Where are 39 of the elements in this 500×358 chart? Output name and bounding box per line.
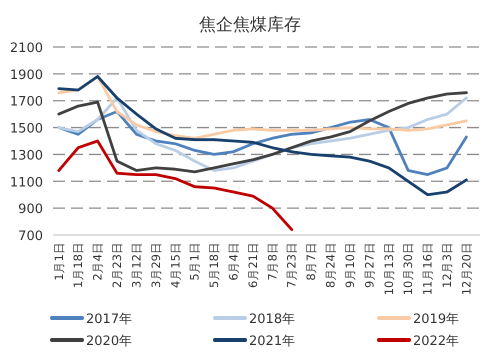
y-tick-label: 900 — [18, 202, 43, 218]
x-tick-label: 4月15日 — [168, 242, 182, 288]
x-tick-label: 2月23日 — [110, 242, 124, 288]
y-tick-label: 1100 — [10, 175, 43, 190]
line-series — [57, 140, 294, 231]
x-tick-label: 5月1日 — [188, 242, 202, 281]
x-tick-label: 3月12日 — [129, 242, 144, 288]
legend-label: 2022年 — [413, 334, 460, 349]
x-tick-label: 9月10日 — [342, 242, 357, 288]
x-tick-label: 1月18日 — [71, 242, 86, 288]
x-tick-label: 9月27日 — [362, 242, 376, 288]
x-tick-label: 8月7日 — [304, 242, 318, 281]
y-tick-label: 1300 — [10, 148, 43, 164]
x-tick-label: 11月16日 — [420, 242, 435, 296]
legend-label: 2020年 — [86, 334, 132, 349]
legend-label: 2018年 — [249, 312, 296, 327]
x-tick-label: 6月21日 — [246, 242, 260, 288]
x-tick-label: 12月20日 — [459, 242, 474, 296]
y-tick-label: 2100 — [10, 41, 43, 56]
line-series — [57, 75, 468, 196]
x-tick-label: 10月13日 — [382, 242, 396, 296]
chart-title: 焦企焦煤库存 — [199, 15, 301, 35]
legend-label: 2021年 — [249, 334, 296, 349]
y-tick-label: 1500 — [10, 122, 43, 137]
y-tick-label: 1700 — [10, 94, 43, 110]
x-tick-label: 7月23日 — [284, 242, 299, 288]
x-tick-label: 8月24日 — [324, 242, 338, 288]
x-tick-label: 10月30日 — [401, 242, 416, 296]
x-tick-label: 3月29日 — [148, 242, 163, 288]
legend-label: 2019年 — [413, 312, 460, 327]
x-tick-label: 12月3日 — [440, 242, 454, 288]
x-tick-label: 7月8日 — [265, 242, 280, 281]
legend-label: 2017年 — [86, 312, 132, 327]
y-tick-label: 1900 — [10, 68, 43, 83]
x-tick-label: 6月4日 — [226, 242, 241, 281]
y-tick-label: 700 — [18, 229, 43, 244]
x-tick-label: 5月18日 — [207, 242, 222, 288]
x-tick-label: 2月4日 — [90, 242, 105, 281]
x-tick-label: 1月1日 — [52, 242, 66, 281]
